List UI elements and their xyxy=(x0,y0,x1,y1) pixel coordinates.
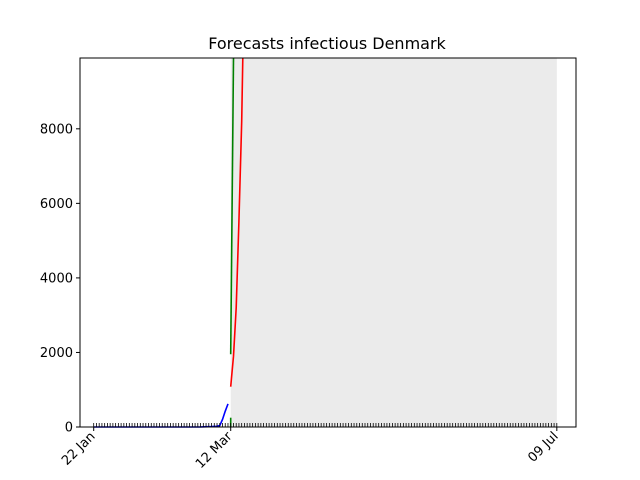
y-tick-label: 8000 xyxy=(40,122,73,137)
plot-area xyxy=(93,57,557,428)
y-axis: 0 2000 4000 6000 8000 xyxy=(40,122,80,436)
y-tick-label: 4000 xyxy=(40,271,73,286)
chart-title: Forecasts infectious Denmark xyxy=(208,34,446,53)
y-tick-label: 0 xyxy=(65,421,73,436)
plot-frame xyxy=(79,57,577,428)
y-tick-label: 2000 xyxy=(40,346,73,361)
series-line-1 xyxy=(229,57,244,387)
forecast-region xyxy=(230,58,557,427)
series-line-2 xyxy=(229,57,235,355)
y-tick-label: 6000 xyxy=(40,197,73,212)
